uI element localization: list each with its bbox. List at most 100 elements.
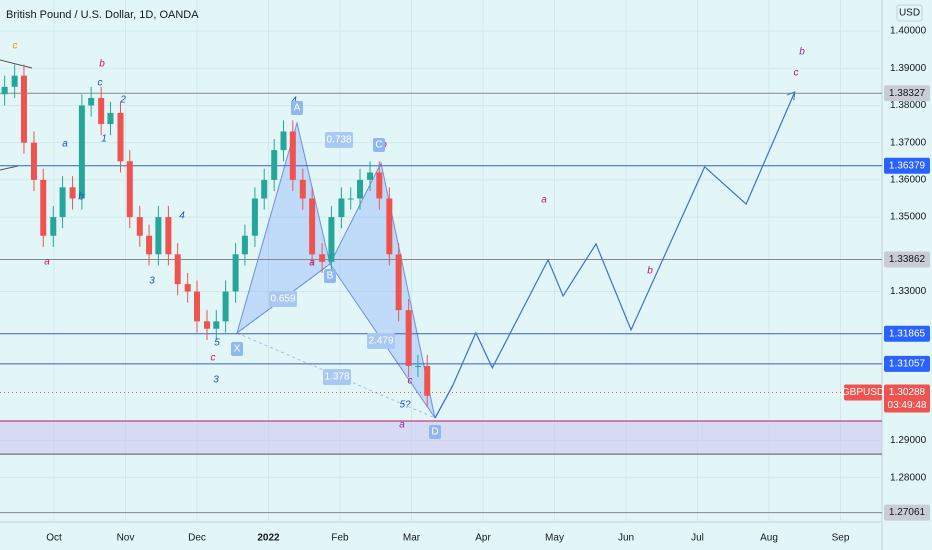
ratio-box bbox=[325, 132, 353, 148]
point-box bbox=[324, 269, 336, 283]
candle-body bbox=[222, 291, 229, 322]
ratio-box bbox=[269, 291, 297, 307]
y-tick-label: 1.38000 bbox=[890, 100, 927, 111]
harmonic-diag bbox=[236, 263, 331, 334]
y-tick-label: 1.36000 bbox=[890, 175, 927, 186]
candle-body bbox=[261, 179, 268, 199]
candle-body bbox=[69, 187, 76, 199]
point-label: X bbox=[234, 344, 241, 355]
point-box bbox=[429, 425, 441, 439]
arrow-head bbox=[786, 91, 796, 101]
level-label: 1.38327 bbox=[889, 88, 926, 99]
candle-body bbox=[251, 198, 258, 236]
wave-label: c bbox=[794, 68, 799, 79]
wave-label: 3 bbox=[149, 276, 155, 287]
level-label: 1.36379 bbox=[889, 160, 926, 171]
candle-body bbox=[241, 235, 248, 255]
point-label: D bbox=[431, 427, 438, 438]
candle-body bbox=[78, 105, 85, 199]
candle-body bbox=[309, 198, 316, 255]
candle-body bbox=[184, 284, 191, 292]
point-box bbox=[373, 138, 385, 152]
candle-body bbox=[165, 217, 172, 255]
level-badge bbox=[884, 355, 930, 372]
symbol-label: GBPUSD bbox=[842, 387, 884, 398]
y-tick-label: 1.33000 bbox=[890, 286, 927, 297]
candle-body bbox=[357, 179, 364, 199]
x-tick-label: Feb bbox=[331, 533, 349, 544]
candle-body bbox=[98, 97, 105, 125]
level-badge bbox=[884, 504, 930, 521]
wave-label: a bbox=[309, 258, 315, 269]
chart-title: British Pound / U.S. Dollar, 1D, OANDA bbox=[6, 9, 199, 21]
level-label: 1.27061 bbox=[889, 507, 926, 518]
level-label: 1.31865 bbox=[889, 328, 926, 339]
x-tick-label: May bbox=[545, 533, 564, 544]
ratio-label: 0.738 bbox=[326, 135, 351, 146]
level-badge bbox=[884, 157, 930, 174]
ratio-label: 1.378 bbox=[324, 372, 349, 383]
x-tick-label: Oct bbox=[46, 533, 62, 544]
candle-body bbox=[50, 217, 57, 236]
wave-arrow bbox=[434, 384, 454, 419]
trend-line bbox=[0, 165, 19, 171]
level-label: 1.33862 bbox=[889, 254, 926, 265]
wave-label: 5 bbox=[214, 338, 220, 349]
candle-body bbox=[376, 172, 383, 199]
currency-box[interactable] bbox=[896, 4, 923, 22]
wave-label: 5? bbox=[399, 400, 411, 411]
candle-body bbox=[20, 75, 27, 143]
y-tick-label: 1.28000 bbox=[890, 472, 927, 483]
candle-body bbox=[193, 291, 200, 322]
price-label: 1.30288 bbox=[889, 387, 926, 398]
candle-body bbox=[1, 86, 8, 95]
candle-body bbox=[126, 161, 133, 218]
candle-body bbox=[232, 254, 239, 292]
countdown: 03:49:48 bbox=[888, 400, 927, 411]
x-tick-label: Dec bbox=[188, 533, 206, 544]
ratio-box bbox=[367, 333, 395, 349]
y-tick-label: 1.39000 bbox=[890, 63, 927, 74]
projection-line bbox=[434, 91, 796, 419]
point-box bbox=[291, 101, 303, 115]
wave-label: a bbox=[44, 257, 50, 268]
wave-label: c bbox=[98, 78, 103, 89]
x-tick-label: Aug bbox=[760, 533, 778, 544]
wave-label: c bbox=[211, 353, 216, 364]
y-tick-label: 1.35000 bbox=[890, 212, 927, 223]
candle-body bbox=[136, 217, 143, 236]
candle-body bbox=[271, 150, 278, 180]
point-label: C bbox=[375, 140, 382, 151]
candle-body bbox=[40, 179, 47, 236]
candle-body bbox=[299, 179, 306, 199]
candle-body bbox=[395, 254, 402, 311]
level-badge bbox=[884, 325, 930, 342]
y-tick-label: 1.40000 bbox=[890, 26, 927, 37]
target-zone bbox=[0, 421, 882, 455]
candle-body bbox=[386, 198, 393, 255]
x-tick-label: Jun bbox=[618, 533, 634, 544]
candle-body bbox=[174, 254, 181, 285]
currency: USD bbox=[899, 8, 920, 19]
candle-body bbox=[338, 198, 345, 218]
candle-body bbox=[280, 131, 287, 151]
wave-label: c bbox=[13, 41, 18, 52]
x-tick-label: Jul bbox=[691, 533, 704, 544]
wave-label: b bbox=[799, 47, 805, 58]
candle-body bbox=[405, 310, 412, 366]
wave-label: b bbox=[647, 266, 653, 277]
candle-body bbox=[155, 217, 162, 255]
wave-label: b bbox=[99, 59, 105, 70]
level-label: 1.31057 bbox=[889, 358, 926, 369]
symbol-badge bbox=[844, 384, 882, 401]
x-tick-label: 2022 bbox=[257, 533, 280, 544]
wave-label: a bbox=[62, 139, 68, 150]
candle-body bbox=[424, 365, 431, 396]
wave-label: a bbox=[541, 195, 547, 206]
trend-line bbox=[0, 59, 33, 69]
candle-body bbox=[328, 217, 335, 262]
candle-body bbox=[107, 112, 114, 125]
candle-body bbox=[347, 198, 354, 200]
wave-label: b bbox=[78, 192, 84, 203]
